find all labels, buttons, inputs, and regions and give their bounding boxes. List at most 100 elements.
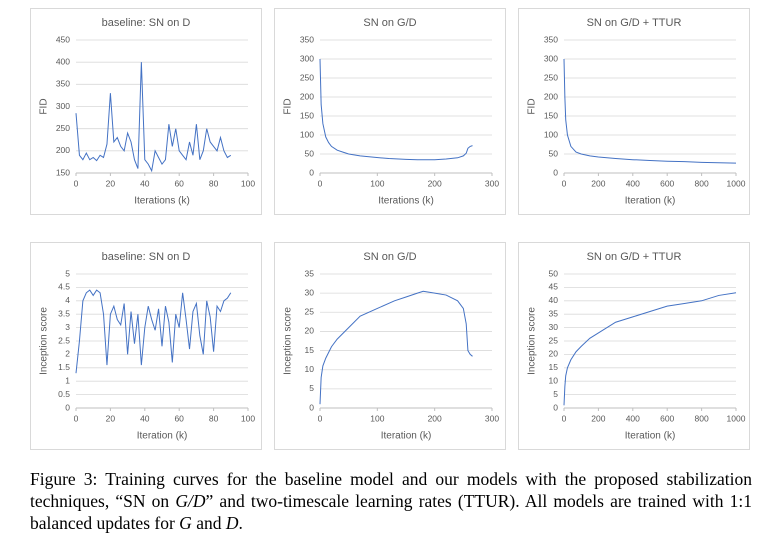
x-tick-label: 600 xyxy=(660,178,674,188)
y-tick-label: 300 xyxy=(56,101,70,111)
y-tick-label: 350 xyxy=(300,34,314,44)
x-tick-label: 20 xyxy=(106,413,116,423)
x-tick-label: 60 xyxy=(174,178,184,188)
chart: SN on G/D 0 50 100 150 200 250 300 350 0 100 200 300… xyxy=(274,8,506,215)
y-tick-label: 200 xyxy=(300,91,314,101)
x-tick-label: 0 xyxy=(562,178,567,188)
y-tick-label: 50 xyxy=(549,268,559,278)
x-tick-label: 100 xyxy=(241,178,255,188)
y-tick-label: 5 xyxy=(553,389,558,399)
x-axis-title: Iteration (k) xyxy=(625,431,676,442)
x-tick-label: 0 xyxy=(318,178,323,188)
y-tick-label: 300 xyxy=(300,53,314,63)
y-tick-label: 40 xyxy=(549,295,559,305)
y-tick-label: 50 xyxy=(305,148,315,158)
y-tick-label: 0 xyxy=(553,167,558,177)
y-tick-label: 2 xyxy=(65,349,70,359)
y-tick-label: 25 xyxy=(305,307,315,317)
y-tick-label: 1 xyxy=(65,375,70,385)
y-tick-label: 350 xyxy=(544,34,558,44)
caption-text: . xyxy=(238,513,243,533)
data-line xyxy=(563,58,737,164)
y-tick-label: 20 xyxy=(549,349,559,359)
y-tick-label: 100 xyxy=(300,129,314,139)
chart-frame xyxy=(274,242,506,450)
chart-frame xyxy=(518,242,750,450)
x-tick-label: 1000 xyxy=(727,413,746,423)
y-axis-title: FID xyxy=(283,98,294,114)
x-tick-label: 400 xyxy=(626,413,640,423)
y-tick-label: 250 xyxy=(56,123,70,133)
y-tick-label: 30 xyxy=(305,287,315,297)
x-tick-label: 600 xyxy=(660,413,674,423)
chart-frame xyxy=(30,8,262,215)
data-line xyxy=(319,290,473,405)
caption-text: and xyxy=(191,513,226,533)
y-tick-label: 0 xyxy=(65,402,70,412)
caption-text: G xyxy=(179,513,192,533)
chart: baseline: SN on D 150 200 250 300 350 400 450 0 2… xyxy=(30,8,262,215)
y-tick-label: 250 xyxy=(544,72,558,82)
y-tick-label: 350 xyxy=(56,79,70,89)
y-tick-label: 20 xyxy=(305,326,315,336)
x-tick-label: 300 xyxy=(485,178,499,188)
x-tick-label: 200 xyxy=(591,413,605,423)
y-tick-label: 4.5 xyxy=(58,282,70,292)
x-axis-title: Iterations (k) xyxy=(378,196,434,207)
y-tick-label: 35 xyxy=(305,268,315,278)
x-axis-title: Iteration (k) xyxy=(381,431,432,442)
y-axis-title: Inception score xyxy=(283,307,294,375)
chart-title: SN on G/D xyxy=(363,17,416,29)
data-line xyxy=(319,58,473,161)
y-tick-label: 45 xyxy=(549,282,559,292)
y-tick-label: 15 xyxy=(549,362,559,372)
y-tick-label: 5 xyxy=(309,383,314,393)
x-tick-label: 100 xyxy=(370,413,384,423)
x-tick-label: 0 xyxy=(318,413,323,423)
y-axis-title: FID xyxy=(527,98,538,114)
caption-text: Figure 3: Training curves for the baseli… xyxy=(30,469,752,511)
y-axis-title: Inception score xyxy=(527,307,538,375)
y-tick-label: 450 xyxy=(56,34,70,44)
y-tick-label: 400 xyxy=(56,56,70,66)
data-line xyxy=(75,62,232,173)
chart-title: SN on G/D xyxy=(363,251,416,263)
x-tick-label: 800 xyxy=(695,413,709,423)
x-tick-label: 60 xyxy=(174,413,184,423)
y-tick-label: 10 xyxy=(549,375,559,385)
x-tick-label: 200 xyxy=(428,178,442,188)
x-tick-label: 1000 xyxy=(727,178,746,188)
y-tick-label: 200 xyxy=(56,145,70,155)
chart-frame xyxy=(274,8,506,215)
x-tick-label: 80 xyxy=(209,178,219,188)
chart-title: baseline: SN on D xyxy=(102,251,191,263)
x-tick-label: 300 xyxy=(485,413,499,423)
chart-title: baseline: SN on D xyxy=(102,17,191,29)
chart-title: SN on G/D + TTUR xyxy=(587,251,682,263)
y-tick-label: 3 xyxy=(65,322,70,332)
y-axis-title: FID xyxy=(39,98,50,114)
x-tick-label: 0 xyxy=(562,413,567,423)
caption-text: D xyxy=(225,513,239,533)
y-tick-label: 0 xyxy=(309,402,314,412)
chart-frame xyxy=(30,242,262,450)
y-tick-label: 200 xyxy=(544,91,558,101)
chart-frame xyxy=(518,8,750,215)
x-tick-label: 100 xyxy=(241,413,255,423)
data-line xyxy=(75,289,232,374)
y-tick-label: 35 xyxy=(549,308,559,318)
x-tick-label: 20 xyxy=(106,178,116,188)
y-tick-label: 250 xyxy=(300,72,314,82)
y-tick-label: 4 xyxy=(65,295,70,305)
caption-text: ” and two-timescale learning rates (TTUR… xyxy=(30,491,752,533)
x-tick-label: 400 xyxy=(626,178,640,188)
y-axis-title: Inception score xyxy=(39,307,50,375)
y-tick-label: 150 xyxy=(56,167,70,177)
y-tick-label: 150 xyxy=(300,110,314,120)
y-tick-label: 5 xyxy=(65,268,70,278)
x-axis-title: Iteration (k) xyxy=(625,196,676,207)
x-tick-label: 40 xyxy=(140,413,150,423)
x-tick-label: 200 xyxy=(591,178,605,188)
y-tick-label: 2.5 xyxy=(58,335,70,345)
x-axis-title: Iteration (k) xyxy=(137,431,188,442)
